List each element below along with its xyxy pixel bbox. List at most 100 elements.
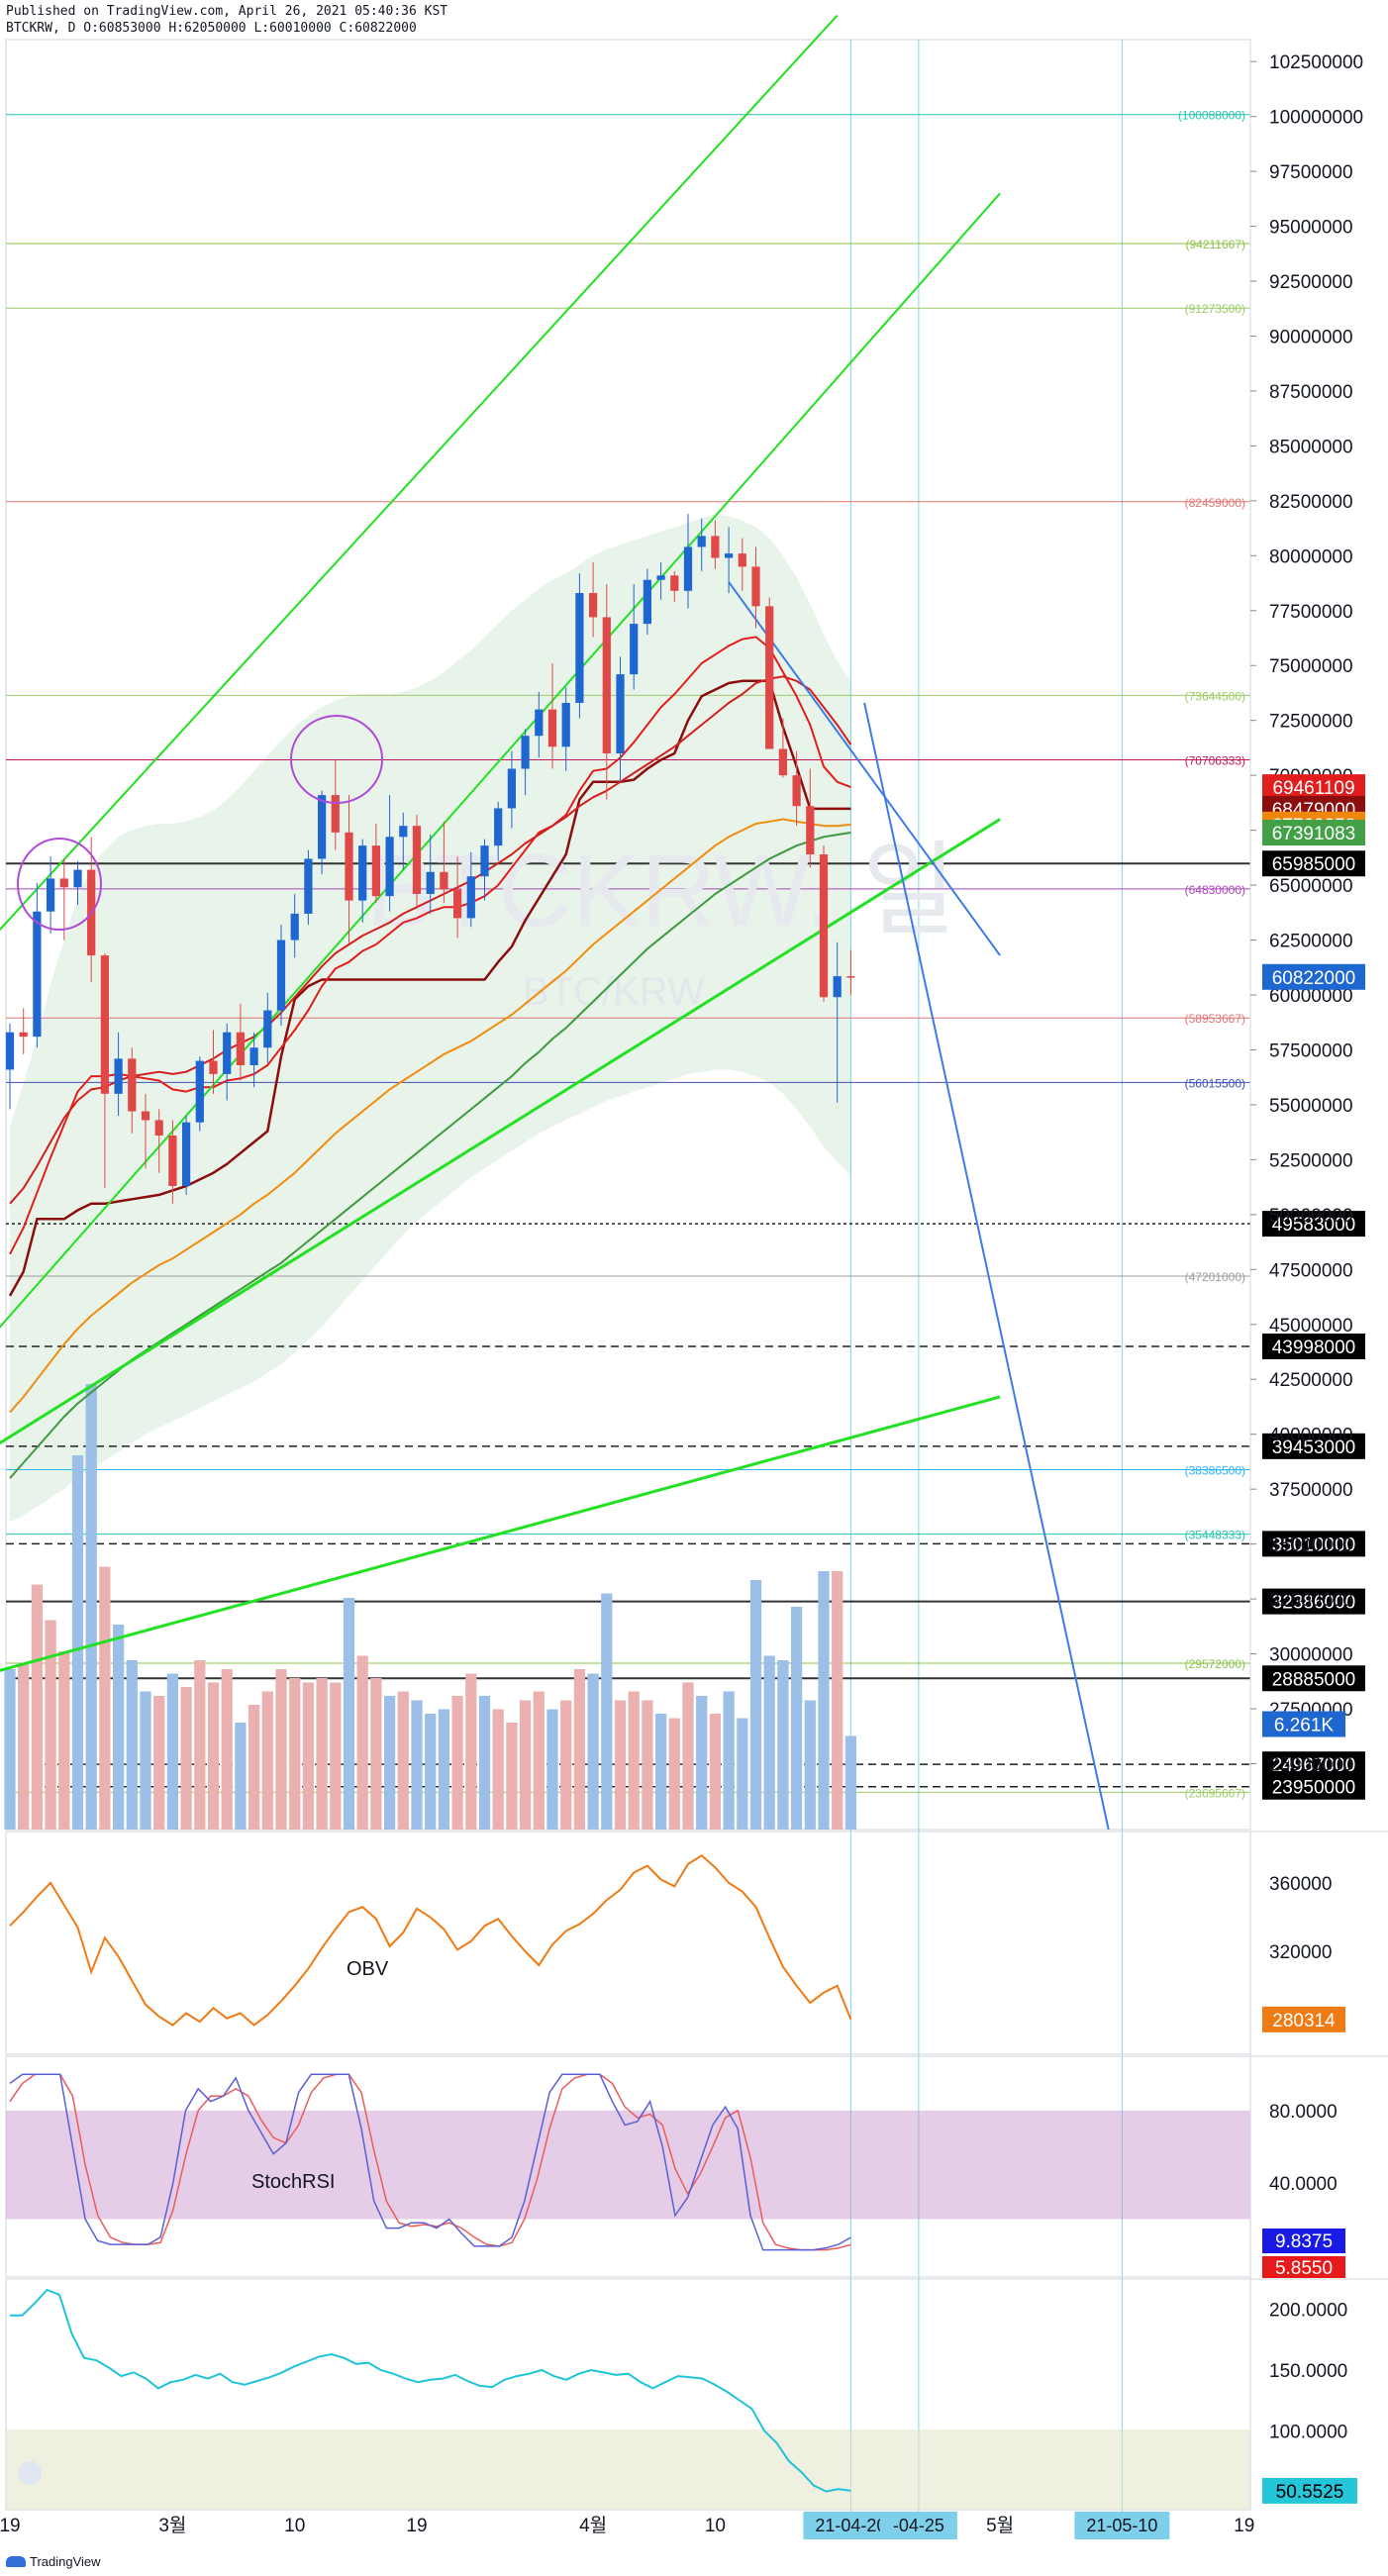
ohlc-line: BTCKRW, D O:60853000 H:62050000 L:600100… [6, 21, 417, 36]
candle-body [494, 808, 503, 846]
stochrsi-d-badge [1262, 2256, 1345, 2278]
tradingview-logo[interactable]: TradingView [6, 2554, 101, 2569]
price-tick-label: 80000000 [1269, 546, 1353, 567]
candle-body [385, 837, 394, 897]
volume-bar [207, 1682, 220, 1830]
stochrsi-label: StochRSI [251, 2171, 335, 2193]
obv-tick-label: 360000 [1269, 1874, 1332, 1895]
volume-bar [723, 1691, 735, 1830]
obv-line [9, 1853, 852, 2027]
candle-body [249, 1047, 258, 1065]
level-label-6: (64830000) [1185, 883, 1245, 897]
candle-body [223, 1032, 232, 1074]
annotation-circle-left[interactable] [17, 838, 102, 931]
volume-bar [478, 1696, 491, 1830]
candle-body [778, 748, 788, 776]
x-highlight-badge-1 [879, 2512, 957, 2539]
dashed-level-value-0: 49583000 [1272, 1215, 1356, 1236]
volume-bar [18, 1664, 30, 1830]
trendline-0[interactable] [0, 14, 839, 934]
volume-bar [316, 1678, 328, 1830]
candle-body [412, 826, 422, 894]
volume-bar [492, 1709, 504, 1830]
value-badge-3 [1262, 820, 1365, 846]
value-badge-4 [1262, 963, 1365, 990]
candle-body [168, 1135, 177, 1187]
stochrsi-k-badge [1262, 2229, 1345, 2253]
tradingview-label: TradingView [30, 2554, 101, 2569]
trendline-2[interactable] [0, 818, 1001, 1445]
candle-body [181, 1122, 191, 1187]
x-tick-label: 19 [1234, 2516, 1254, 2536]
volume-bar [166, 1673, 179, 1830]
volume-bar [99, 1566, 111, 1830]
candle-body [345, 832, 353, 901]
value-badge-label-5: 6.261K [1274, 1716, 1335, 1736]
level-label-12: (29572000) [1185, 1657, 1245, 1671]
level-label-1: (94211667) [1186, 238, 1246, 251]
annotation-circle-right[interactable] [290, 715, 383, 804]
trendline-3[interactable] [0, 1395, 1001, 1672]
level-label-5: (70706333) [1185, 753, 1245, 767]
volume-bar [397, 1691, 409, 1830]
published-line: Published on TradingView.com, April 26, … [6, 4, 448, 19]
price-tick-label: 37500000 [1269, 1480, 1353, 1501]
line-indicator-tick-label: 100.0000 [1269, 2422, 1347, 2442]
volume-bar [71, 1455, 84, 1830]
candle-body [331, 795, 340, 833]
dashed-level-value-3: 35010000 [1272, 1535, 1356, 1555]
x-tick-label: 4월 [579, 2515, 607, 2536]
volume-bar [411, 1700, 423, 1830]
trendline-1[interactable] [0, 192, 1001, 1331]
dashed-level-value-2: 39453000 [1272, 1437, 1356, 1458]
candle-body [33, 911, 42, 1038]
volume-bar [533, 1691, 545, 1830]
candle-body [5, 1032, 15, 1070]
price-tick-label: 47500000 [1269, 1260, 1353, 1281]
volume-bar [451, 1696, 463, 1830]
candle-body [317, 795, 327, 859]
volume-bar [546, 1709, 558, 1830]
candle-body [73, 869, 82, 888]
visibility-icon[interactable] [18, 2461, 42, 2485]
volume-bar [140, 1691, 151, 1830]
solid-level-value-1: 32386000 [1272, 1593, 1356, 1614]
value-badge-label-4: 60822000 [1272, 968, 1356, 989]
volume-bar [790, 1607, 803, 1830]
candle-body [128, 1058, 137, 1112]
dashed-level-value-5: 23950000 [1272, 1778, 1356, 1799]
volume-bar [438, 1709, 450, 1830]
candle-body [276, 940, 286, 1011]
price-tick-label: 35000000 [1269, 1536, 1353, 1556]
watermark-pair: BTC/KRW [523, 970, 705, 1014]
volume-bar [383, 1696, 396, 1830]
dashed-level-badge-3 [1262, 1531, 1365, 1557]
volume-bar [804, 1700, 816, 1830]
candle-body [290, 913, 299, 941]
volume-bar [642, 1700, 653, 1830]
dashed-level-value-1: 43998000 [1272, 1338, 1356, 1358]
candle-body [643, 579, 652, 625]
candle-body [792, 775, 801, 807]
stochrsi-k-value: 9.8375 [1275, 2231, 1333, 2252]
candle-body [697, 536, 706, 547]
candle-body [236, 1032, 246, 1065]
trendline-4[interactable] [728, 581, 1001, 956]
volume-bar [465, 1673, 477, 1830]
candle-body [304, 858, 313, 914]
price-tick-label: 100000000 [1269, 108, 1363, 129]
candle-body [114, 1058, 123, 1094]
stochrsi-tick-label: 40.0000 [1269, 2174, 1338, 2195]
volume-bar [832, 1571, 843, 1830]
value-badge-0 [1262, 774, 1365, 801]
volume-bar [112, 1625, 125, 1830]
volume-bar [737, 1718, 748, 1830]
volume-bar [248, 1705, 260, 1830]
candle-body [656, 575, 665, 580]
price-tick-label: 85000000 [1269, 437, 1353, 457]
price-tick-label: 62500000 [1269, 932, 1353, 952]
trendline-5[interactable] [863, 702, 1110, 1831]
x-highlight-label-1: -04-25 [893, 2516, 944, 2535]
volume-bar [289, 1678, 301, 1830]
